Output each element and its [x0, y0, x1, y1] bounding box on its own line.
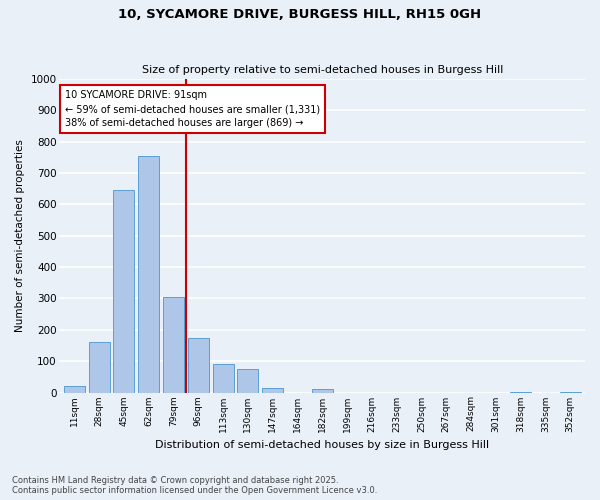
Bar — [89, 342, 110, 392]
Bar — [64, 386, 85, 392]
Bar — [238, 369, 259, 392]
Text: Contains HM Land Registry data © Crown copyright and database right 2025.
Contai: Contains HM Land Registry data © Crown c… — [12, 476, 377, 495]
Y-axis label: Number of semi-detached properties: Number of semi-detached properties — [15, 140, 25, 332]
Bar — [138, 156, 159, 392]
Bar — [188, 338, 209, 392]
Bar — [311, 389, 333, 392]
X-axis label: Distribution of semi-detached houses by size in Burgess Hill: Distribution of semi-detached houses by … — [155, 440, 489, 450]
Bar — [212, 364, 233, 392]
Text: 10 SYCAMORE DRIVE: 91sqm
← 59% of semi-detached houses are smaller (1,331)
38% o: 10 SYCAMORE DRIVE: 91sqm ← 59% of semi-d… — [65, 90, 320, 128]
Bar — [262, 388, 283, 392]
Bar — [163, 297, 184, 392]
Text: 10, SYCAMORE DRIVE, BURGESS HILL, RH15 0GH: 10, SYCAMORE DRIVE, BURGESS HILL, RH15 0… — [118, 8, 482, 20]
Bar — [113, 190, 134, 392]
Title: Size of property relative to semi-detached houses in Burgess Hill: Size of property relative to semi-detach… — [142, 66, 503, 76]
